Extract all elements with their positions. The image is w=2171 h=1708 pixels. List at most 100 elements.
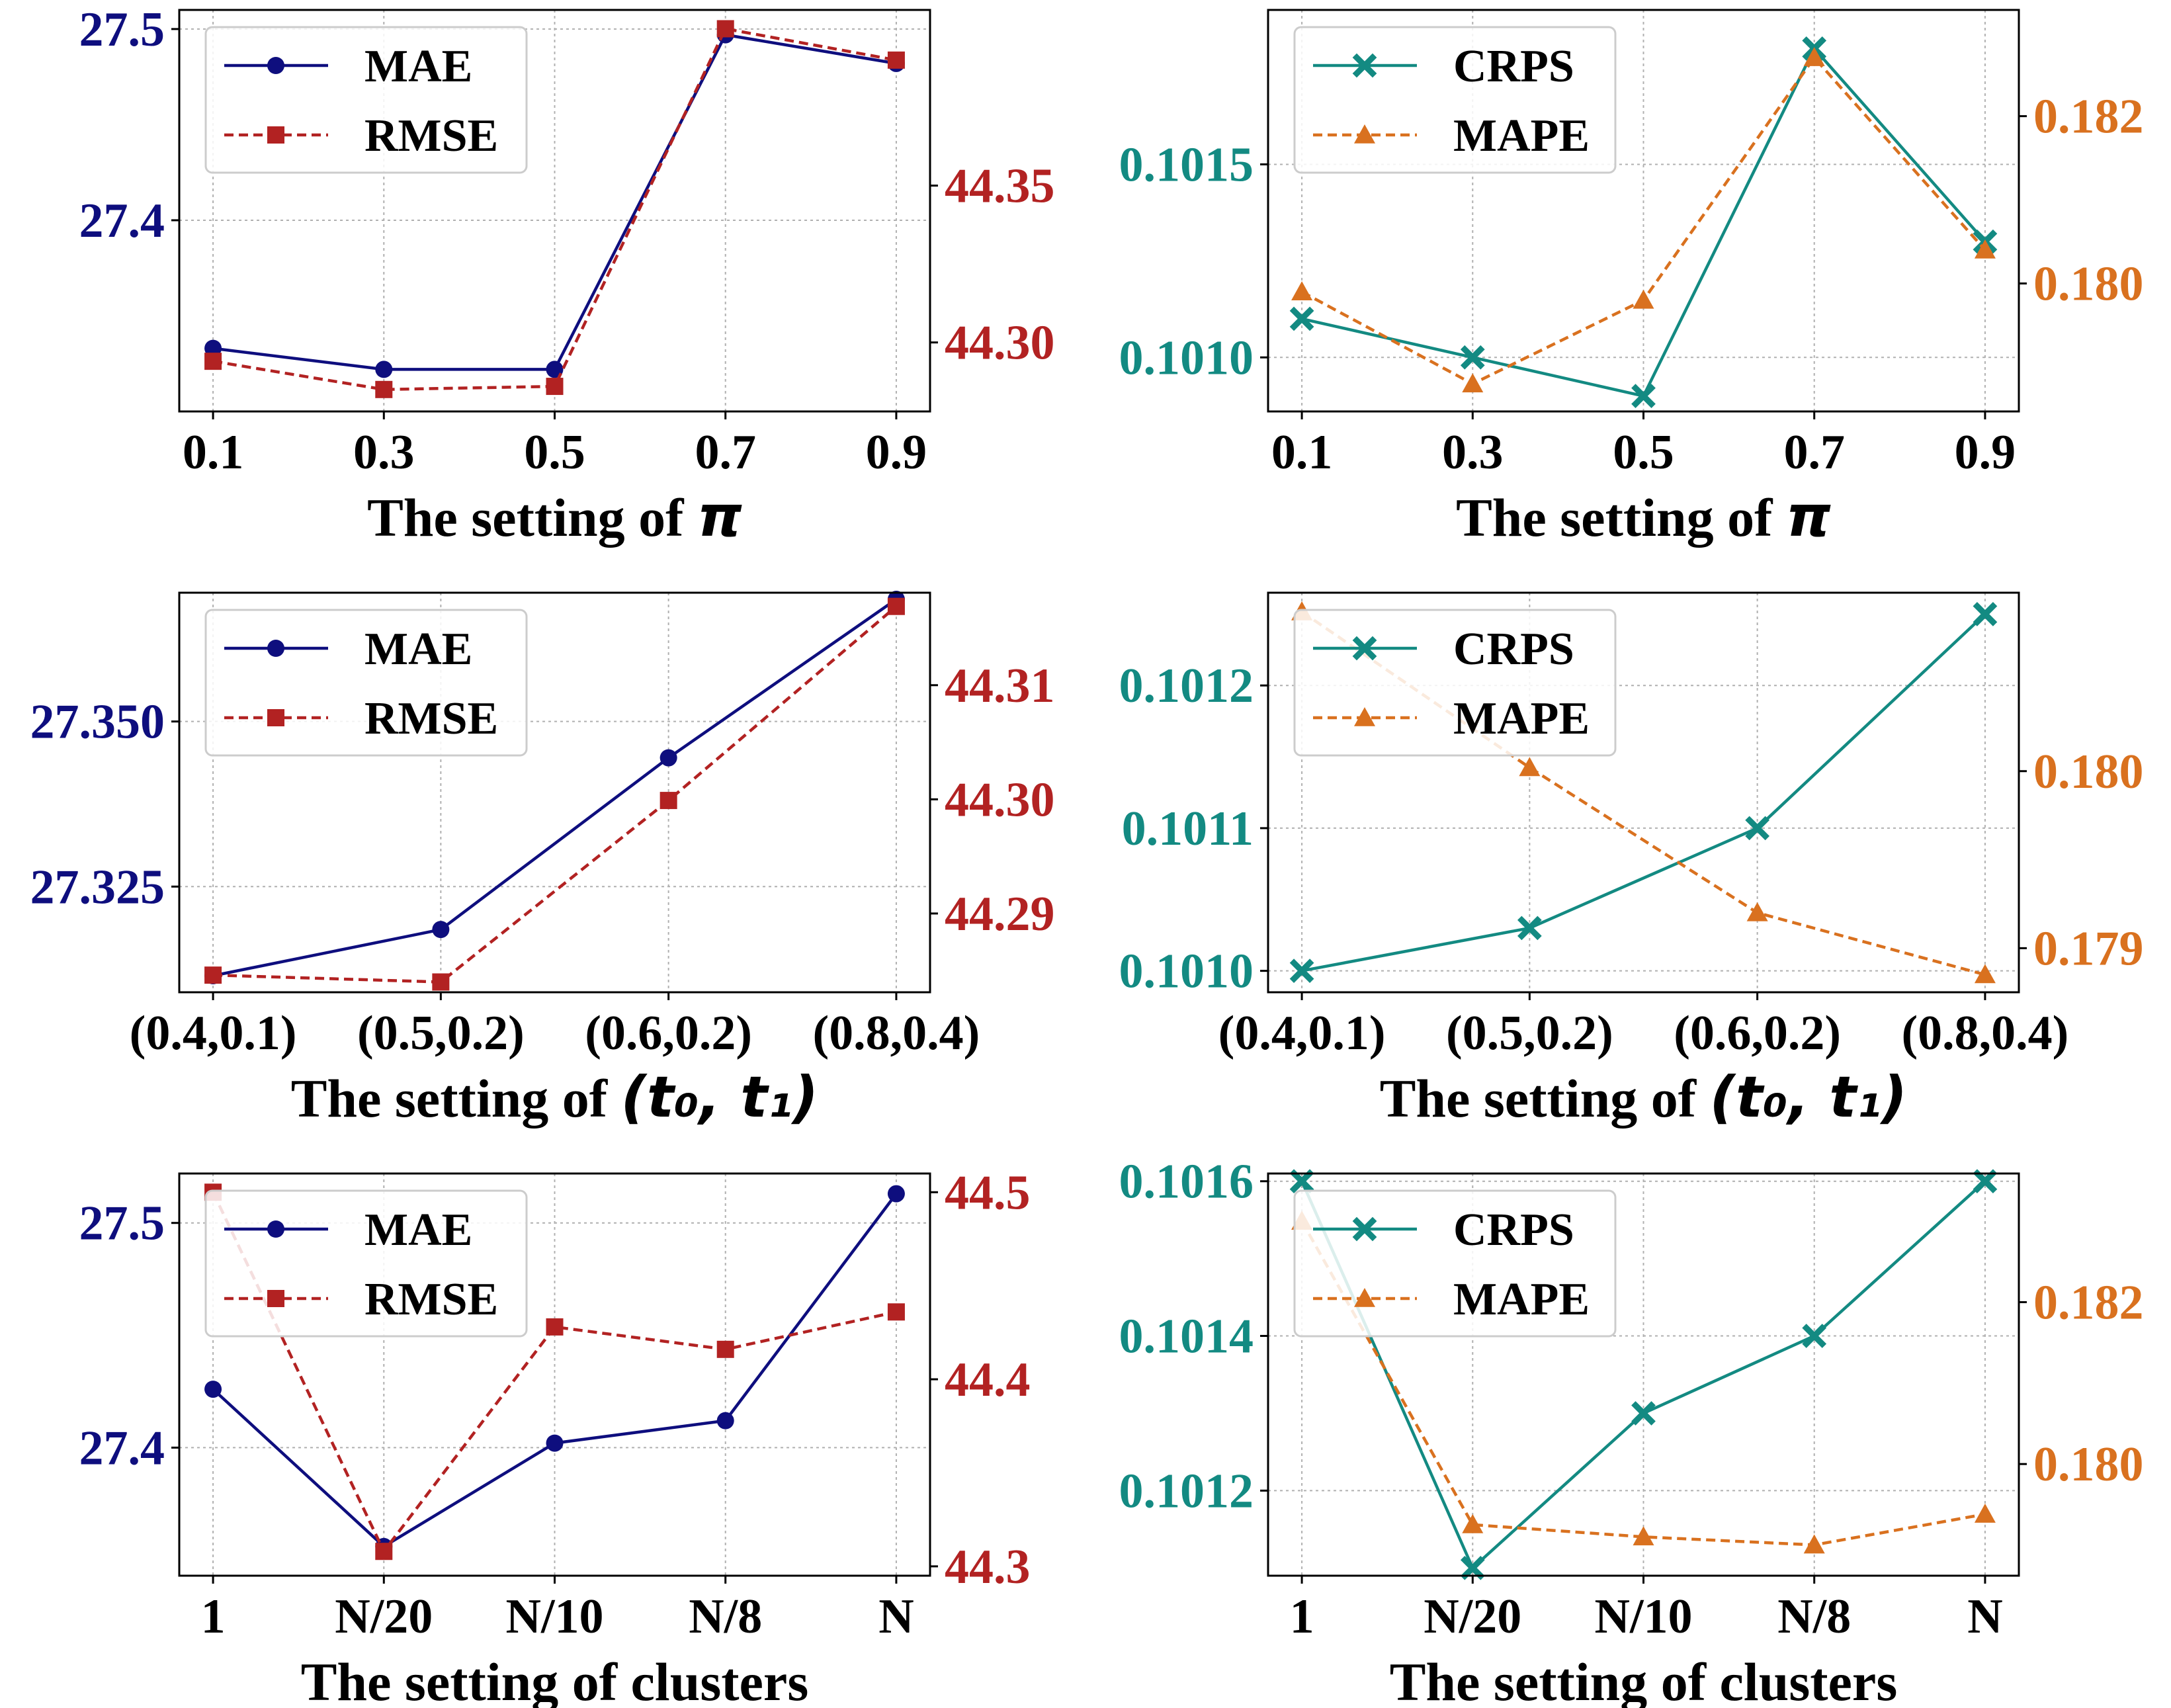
legend-label-mape: MAPE <box>1453 110 1590 161</box>
data-point-crps <box>1973 601 1998 626</box>
x-tick-label: N/8 <box>689 1590 762 1644</box>
data-point-mae <box>204 1381 222 1398</box>
data-point-rmse <box>887 597 905 615</box>
x-axis-title: The setting of π <box>1456 484 1831 550</box>
x-tick-label: N/10 <box>506 1590 604 1644</box>
y-tick-label-right: 44.4 <box>945 1353 1031 1407</box>
data-point-rmse <box>375 380 393 398</box>
data-point-mape <box>1974 1504 1996 1523</box>
data-point-mape <box>1519 757 1541 777</box>
y-tick-label-right: 44.5 <box>945 1166 1031 1220</box>
x-tick-label: (0.6,0.2) <box>585 1006 752 1060</box>
data-point-mape <box>1974 239 1996 259</box>
data-point-rmse <box>546 1318 564 1336</box>
y-tick-label-left: 27.4 <box>79 1421 165 1475</box>
series-line-mae <box>212 598 898 978</box>
marker-stroke <box>1973 1169 1998 1194</box>
data-point-mape <box>1746 902 1768 921</box>
x-axis-title: The setting of π <box>367 484 742 550</box>
marker-stroke <box>1631 384 1656 409</box>
x-axis-title-text: The setting of clusters <box>301 1652 809 1708</box>
x-axis-title: The setting of (t₀, t₁) <box>1380 1064 1908 1131</box>
x-tick-label: 0.9 <box>866 425 927 480</box>
data-point-mae <box>660 749 677 767</box>
y-tick-label-right: 0.180 <box>2033 745 2144 799</box>
legend-label-mae: MAE <box>364 624 472 675</box>
legend-marker-crps <box>1352 636 1377 661</box>
grid <box>1268 593 2019 992</box>
x-tick-label: 0.9 <box>1955 425 2016 480</box>
y-tick-label-left: 0.1012 <box>1119 659 1254 713</box>
series-line-mape <box>1300 1220 1986 1547</box>
legend-marker-rmse <box>267 126 284 144</box>
chart-panel-middle-left: (0.4,0.1) (0.5,0.2) (0.6,0.2) (0.8,0.4) 27.3… <box>30 590 1055 1131</box>
data-point-crps <box>1460 345 1485 370</box>
x-tick-label: (0.4,0.1) <box>1218 1006 1386 1060</box>
data-point-mape <box>1803 47 1825 66</box>
y-tick-label-right: 0.180 <box>2033 257 2144 312</box>
marker-stroke <box>1973 601 1998 626</box>
grid <box>179 1174 930 1576</box>
x-axis-title-text: The setting of <box>1456 488 1786 548</box>
legend-marker-mae <box>267 1220 284 1238</box>
data-point-crps <box>1289 1169 1314 1194</box>
x-tick-label: N/20 <box>1424 1590 1521 1644</box>
y-tick-label-left: 0.1015 <box>1119 138 1254 192</box>
x-tick-label: 0.7 <box>1783 425 1845 480</box>
plot-frame <box>178 591 931 994</box>
legend-label-rmse: RMSE <box>364 110 498 161</box>
data-point-crps <box>1802 1324 1827 1348</box>
x-tick-label: 1 <box>201 1590 226 1644</box>
data-point-rmse <box>375 1543 393 1560</box>
marker-stroke <box>1460 1555 1485 1580</box>
y-tick-label-right: 44.3 <box>945 1540 1031 1594</box>
y-tick-label-right: 0.180 <box>2033 1437 2144 1492</box>
legend-label-rmse: RMSE <box>364 1274 498 1325</box>
x-tick-label: (0.6,0.2) <box>1674 1006 1841 1060</box>
x-tick-label: (0.5,0.2) <box>1446 1006 1613 1060</box>
x-tick-label: N <box>1967 1590 2002 1644</box>
legend: MAE RMSE <box>204 26 528 174</box>
legend-marker-crps <box>1352 1217 1377 1242</box>
series-line-rmse <box>212 1191 897 1555</box>
x-axis-title-math: (t₀, t₁) <box>621 1064 819 1131</box>
data-point-mae <box>375 361 393 378</box>
data-point-crps <box>1631 384 1656 409</box>
data-point-crps <box>1517 916 1542 941</box>
legend: CRPS MAPE <box>1293 1189 1617 1338</box>
data-point-crps <box>1289 959 1314 984</box>
data-point-rmse <box>432 973 450 991</box>
data-point-mae <box>887 1185 905 1203</box>
y-tick-label-left: 0.1012 <box>1119 1464 1254 1518</box>
data-point-crps <box>1460 1555 1485 1580</box>
marker-stroke <box>1289 306 1314 331</box>
data-point-mae <box>716 1412 734 1430</box>
data-point-rmse <box>887 1303 905 1321</box>
chart-panel-top-right: 0.1 0.3 0.5 0.7 0.9 0.1010 0.1015 0.180 0.182 The… <box>1119 9 2144 550</box>
plot-frame <box>1267 591 2020 994</box>
x-axis-title: The setting of clusters <box>1390 1652 1898 1708</box>
legend: CRPS MAPE <box>1293 26 1617 174</box>
legend-marker-mape <box>1354 124 1375 144</box>
marker-stroke <box>1352 1217 1377 1242</box>
chart-panel-middle-right: (0.4,0.1) (0.5,0.2) (0.6,0.2) (0.8,0.4) 0.10… <box>1119 591 2144 1131</box>
x-tick-label: 0.7 <box>695 425 756 480</box>
x-axis-title-math: (t₀, t₁) <box>1710 1064 1908 1131</box>
legend-label-crps: CRPS <box>1453 624 1574 675</box>
legend-label-crps: CRPS <box>1453 1205 1574 1256</box>
data-point-crps <box>1973 1169 1998 1194</box>
legend-marker-mape <box>1354 1288 1375 1307</box>
legend-label-mape: MAPE <box>1453 693 1590 744</box>
y-tick-label-right: 0.182 <box>2033 1276 2144 1330</box>
legend-label-rmse: RMSE <box>364 693 498 744</box>
x-tick-label: N/20 <box>335 1590 433 1644</box>
legend-marker-rmse <box>267 709 284 726</box>
legend-marker-crps <box>1352 53 1377 78</box>
x-tick-label: N <box>878 1590 914 1644</box>
data-point-mape <box>1974 964 1996 984</box>
y-tick-label-left: 0.1011 <box>1122 802 1254 856</box>
x-axis-title-math: π <box>697 484 742 550</box>
y-tick-label-left: 0.1010 <box>1119 331 1254 385</box>
x-tick-label: 0.3 <box>353 425 415 480</box>
y-tick-label-right: 44.30 <box>945 773 1055 827</box>
